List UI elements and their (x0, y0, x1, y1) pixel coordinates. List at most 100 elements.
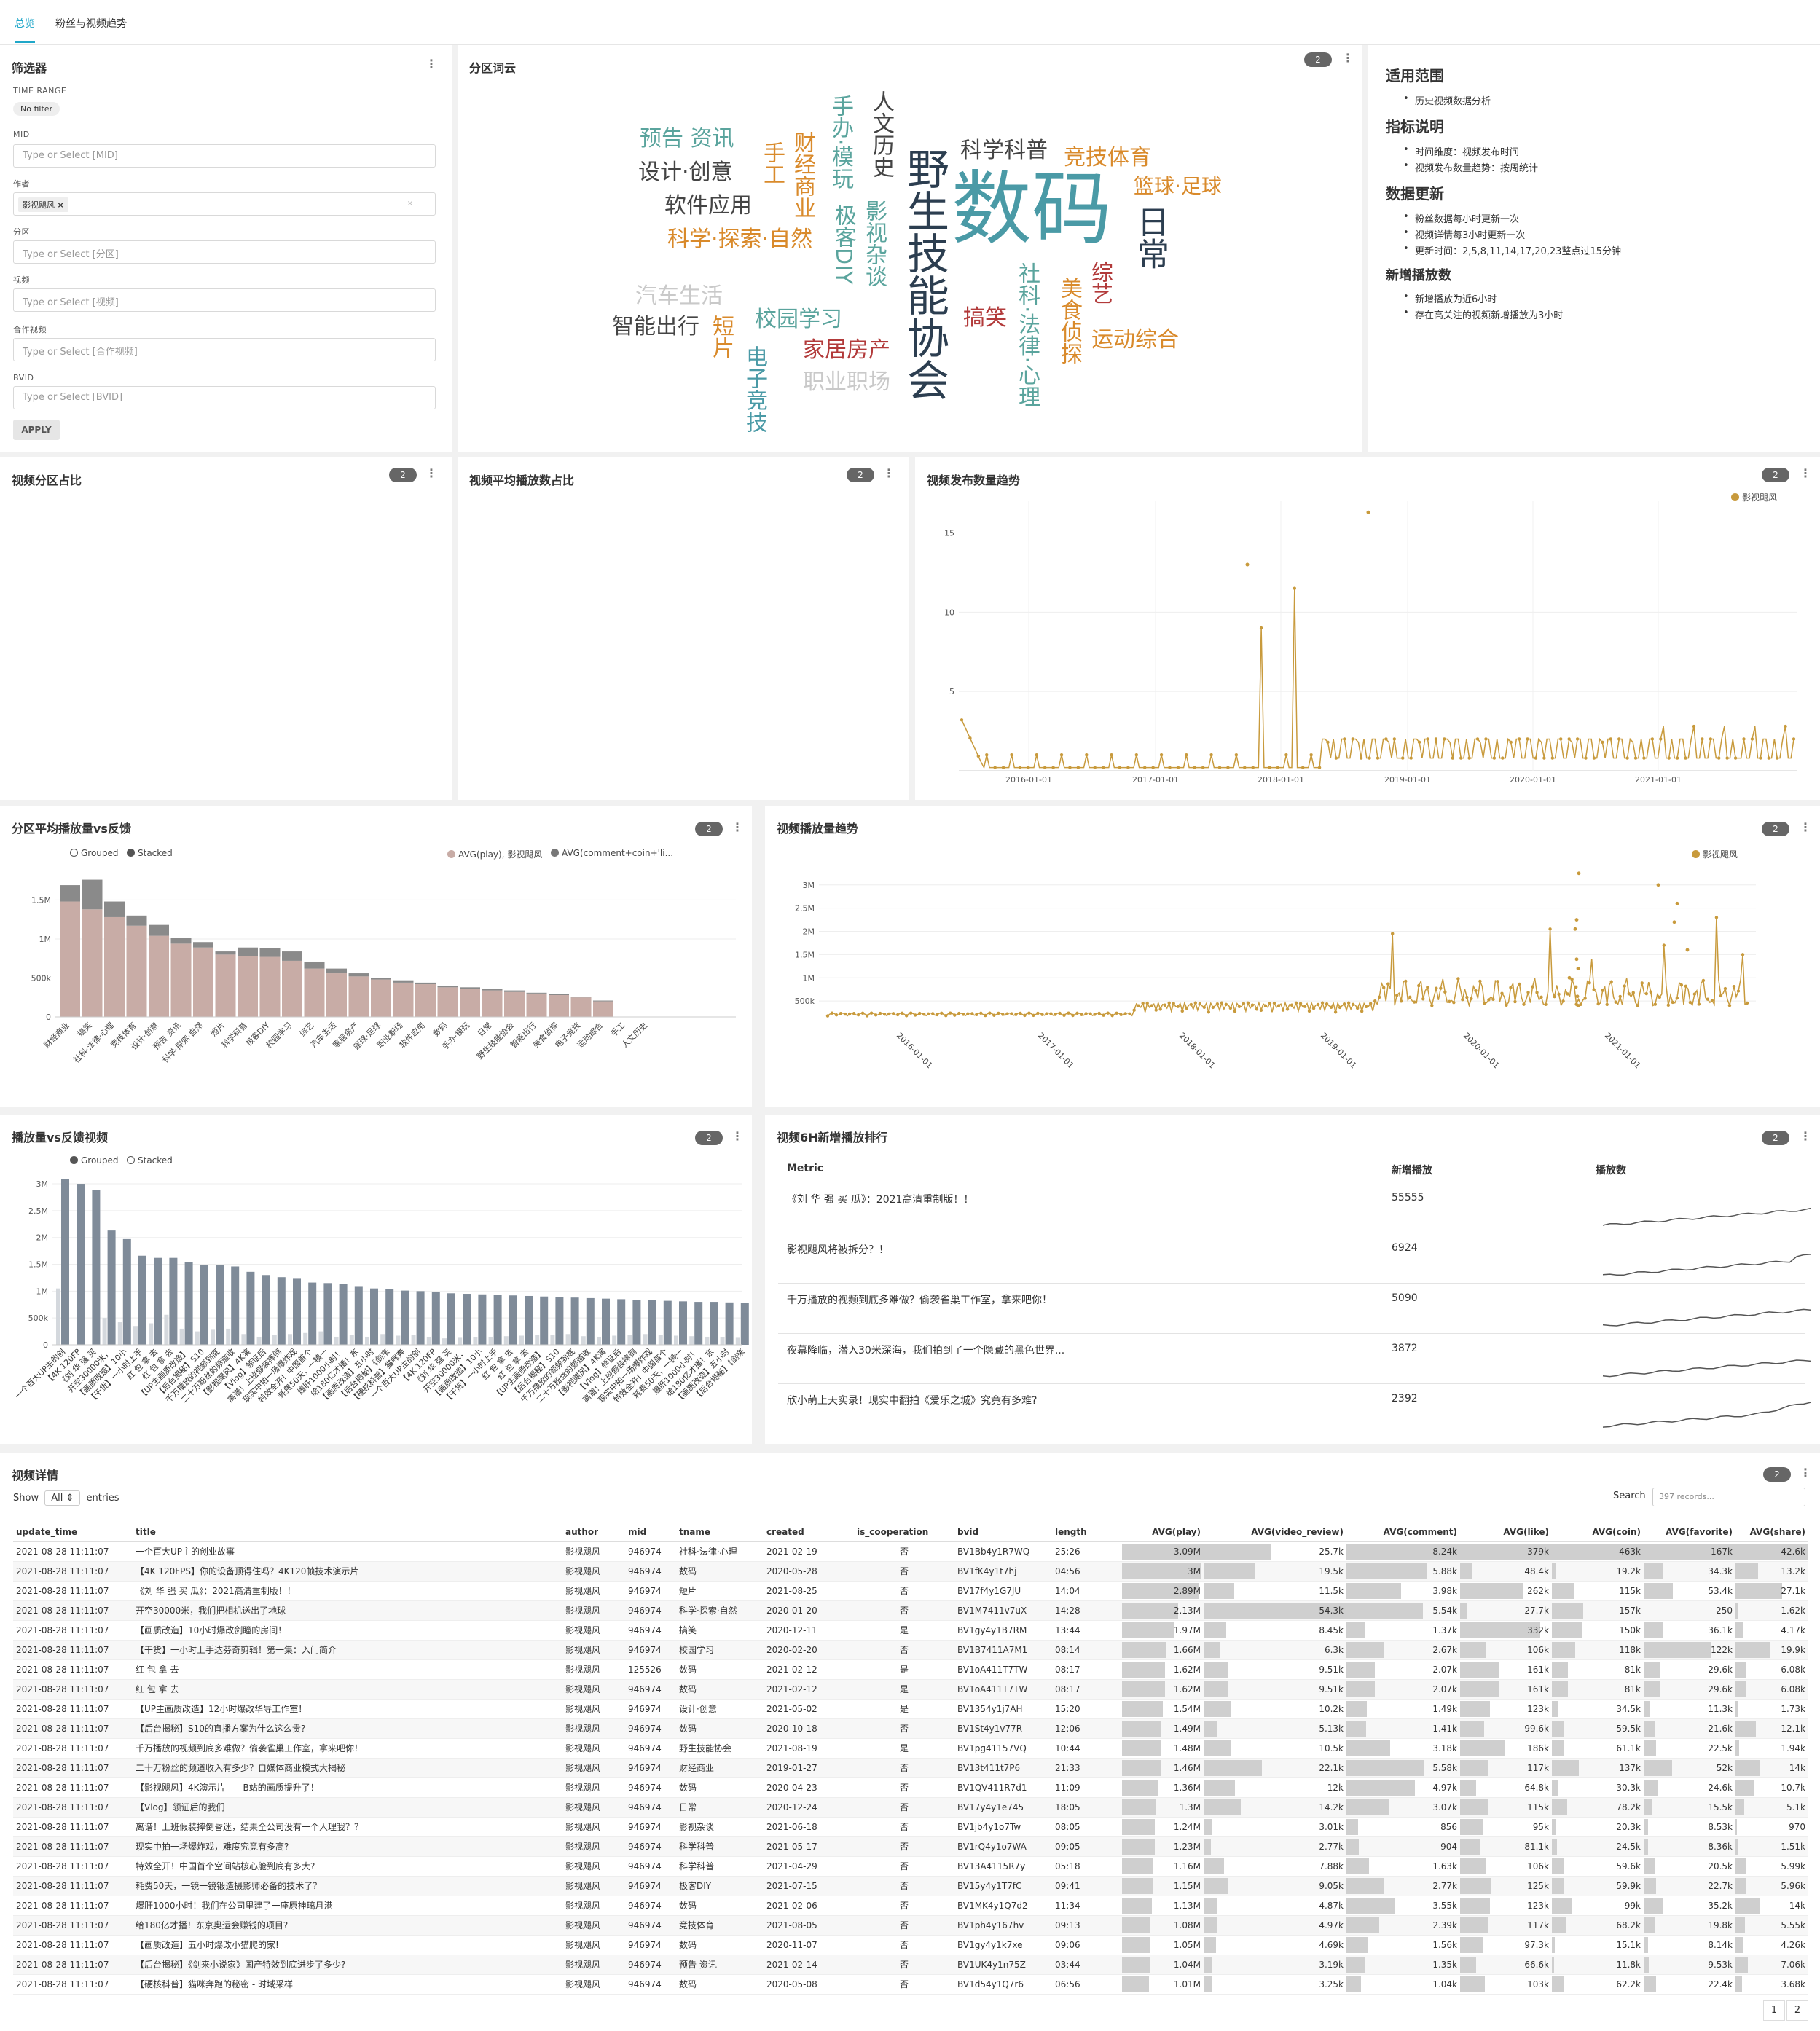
table-row[interactable]: 2021-08-28 11:11:07 爆肝1000小时！我们在公司里建了一座原神… (13, 1896, 1808, 1916)
table-row[interactable]: 2021-08-28 11:11:07 红 包 拿 去影视飓风 125526 数码 20… (13, 1659, 1808, 1680)
table-cell: 59.6k (1552, 1856, 1644, 1877)
column-header[interactable]: is_cooperation (854, 1523, 954, 1542)
column-header[interactable]: bvid (954, 1523, 1052, 1542)
tab-fans-trend[interactable]: 粉丝与视频趋势 (55, 18, 127, 30)
column-header[interactable]: AVG(favorite) (1644, 1523, 1735, 1542)
more-icon[interactable]: ⋮ (425, 57, 437, 71)
page-size-select[interactable]: All ⇕ (44, 1490, 81, 1506)
data-point (1688, 1000, 1692, 1005)
coop-input[interactable]: Type or Select [合作视频] (13, 338, 436, 361)
column-header[interactable]: AVG(video_review) (1204, 1523, 1346, 1542)
stacked-radio[interactable]: Stacked (127, 848, 173, 858)
more-icon[interactable]: ⋮ (425, 466, 437, 480)
table-row[interactable]: 2021-08-28 11:11:07 【画质改造】10小时爆改剑瞳的房间！ 影视飓… (13, 1620, 1808, 1641)
cell-value: 27.1k (1781, 1585, 1805, 1596)
author-select[interactable]: 影视飓风 × × (13, 192, 436, 216)
table-row[interactable]: 2021-08-28 11:11:07 【4K 120FPS】你的设备顶得住吗？4… (13, 1561, 1808, 1582)
column-header[interactable]: AVG(like) (1460, 1523, 1552, 1542)
table-row[interactable]: 2021-08-28 11:11:07 【影视飓风】4K演示片——B站的画质提升了… (13, 1777, 1808, 1798)
filter-badge[interactable]: 2 (389, 468, 417, 482)
more-icon[interactable]: ⋮ (1800, 1129, 1811, 1143)
column-header[interactable]: mid (625, 1523, 676, 1542)
tab-overview[interactable]: 总览 (15, 16, 35, 43)
table-row[interactable]: 2021-08-28 11:11:07 耗费50天，一镜一镜锻造摄影师必备的技术了… (13, 1876, 1808, 1896)
grouped-radio[interactable]: Grouped (70, 1155, 119, 1166)
column-header[interactable]: title (133, 1523, 562, 1542)
filter-badge[interactable]: 2 (1304, 52, 1332, 67)
column-header[interactable]: AVG(share) (1735, 1523, 1808, 1542)
more-icon[interactable]: ⋮ (1342, 51, 1354, 65)
video-input[interactable]: Type or Select [视频] (13, 288, 436, 312)
data-point (1675, 901, 1679, 905)
search-input[interactable]: 397 records... (1652, 1488, 1805, 1506)
chart-legend[interactable]: 影视飓风 (1731, 491, 1777, 503)
table-row[interactable]: 2021-08-28 11:11:07 现实中拍一场爆炸戏，难度究竟有多高? 影视飓… (13, 1836, 1808, 1857)
chart-legend[interactable]: 影视飓风 (1692, 848, 1738, 860)
bvid-input[interactable]: Type or Select [BVID] (13, 386, 436, 409)
column-header[interactable]: update_time (13, 1523, 133, 1542)
table-row[interactable]: 2021-08-28 11:11:07 二十万粉丝的频道收入有多少？自媒体商业模式… (13, 1758, 1808, 1778)
filter-badge[interactable]: 2 (1763, 1467, 1791, 1482)
close-icon[interactable]: × (57, 200, 64, 210)
table-row[interactable]: 2021-08-28 11:11:07 【后台揭秘】S10的直播方案为什么这么贵?… (13, 1718, 1808, 1739)
table-row[interactable]: 2021-08-28 11:11:07 千万播放的视频到底多难做？偷袭雀巢工作室，… (13, 1738, 1808, 1759)
filter-badge[interactable]: 2 (695, 822, 723, 836)
cell-value: 15.5k (1708, 1802, 1733, 1812)
filter-badge[interactable]: 2 (695, 1131, 723, 1145)
table-row[interactable]: 2021-08-28 11:11:07 【干货】一小时上手达芬奇剪辑！第一集：入门… (13, 1640, 1808, 1660)
filter-badge[interactable]: 2 (1762, 468, 1789, 482)
table-cell: 否 (854, 1896, 954, 1916)
rank-header-new-plays[interactable]: 新增播放 (1392, 1165, 1432, 1176)
grouped-radio[interactable]: Grouped (70, 848, 119, 858)
column-header[interactable]: created (764, 1523, 854, 1542)
more-icon[interactable]: ⋮ (731, 820, 743, 834)
page-2-button[interactable]: 2 (1786, 2000, 1808, 2021)
table-row[interactable]: 2021-08-28 11:11:07 红 包 拿 去影视飓风 946974 数码 20… (13, 1679, 1808, 1700)
column-header[interactable]: author (562, 1523, 625, 1542)
sparkline (1602, 1359, 1811, 1378)
more-icon[interactable]: ⋮ (1800, 1466, 1811, 1480)
table-row[interactable]: 2021-08-28 11:11:07 【画质改造】五小时爆改小猫爬的家! 影视飓风… (13, 1935, 1808, 1955)
filter-badge[interactable]: 2 (1762, 1131, 1789, 1145)
table-cell: 1.37k (1346, 1620, 1460, 1641)
y-tick-label: 1M (36, 1286, 49, 1296)
rank-header-plays[interactable]: 播放数 (1596, 1165, 1626, 1176)
table-row[interactable]: 2021-08-28 11:11:07 一个百大UP主的创业故事 影视飓风 94697… (13, 1541, 1808, 1562)
column-header[interactable]: tname (676, 1523, 764, 1542)
more-icon[interactable]: ⋮ (883, 466, 895, 480)
more-icon[interactable]: ⋮ (1800, 820, 1811, 834)
column-header[interactable]: AVG(comment) (1346, 1523, 1460, 1542)
more-icon[interactable]: ⋮ (1800, 466, 1811, 480)
more-icon[interactable]: ⋮ (731, 1129, 743, 1143)
table-row[interactable]: 2021-08-28 11:11:07 【后台揭秘】《剑来小说家》国产特效到底进步… (13, 1955, 1808, 1975)
mid-input[interactable]: Type or Select [MID] (13, 144, 436, 168)
data-point (1040, 1013, 1044, 1016)
table-cell: 否 (854, 1581, 954, 1601)
cell-value: 1.24M (1173, 1821, 1201, 1832)
stacked-label: Stacked (138, 848, 173, 858)
table-row[interactable]: 2021-08-28 11:11:07 开空30000米，我们把相机送出了地球 影视… (13, 1600, 1808, 1621)
table-row[interactable]: 2021-08-28 11:11:07 【UP主画质改造】12小时爆改华导工作室！… (13, 1699, 1808, 1719)
rank-header-metric[interactable]: Metric (787, 1163, 824, 1174)
table-row[interactable]: 2021-08-28 11:11:07 【硬核科普】猫咪奔跑的秘密 - 时域采样影… (13, 1974, 1808, 1995)
table-row[interactable]: 2021-08-28 11:11:07 给180亿才播！东京奥运会赚钱的项目? 影视… (13, 1915, 1808, 1936)
data-point (1733, 756, 1738, 760)
table-cell: BV1354y1j7AH (954, 1699, 1052, 1719)
filter-badge[interactable]: 2 (847, 468, 874, 482)
table-row[interactable]: 2021-08-28 11:11:07 特效全开！中国首个空间站核心舱到底有多大?… (13, 1856, 1808, 1877)
tname-input[interactable]: Type or Select [分区] (13, 240, 436, 264)
table-row[interactable]: 2021-08-28 11:11:07 【Vlog】领证后的我们 影视飓风 94697… (13, 1797, 1808, 1818)
column-header[interactable]: length (1052, 1523, 1122, 1542)
legend-avg-comment[interactable]: AVG(comment+coin+'li... (551, 848, 673, 858)
clear-icon[interactable]: × (407, 200, 413, 208)
legend-avg-play[interactable]: AVG(play), 影视飓风 (447, 848, 542, 860)
time-range-value[interactable]: No filter (13, 102, 60, 116)
column-header[interactable]: AVG(play) (1122, 1523, 1204, 1542)
stacked-radio[interactable]: Stacked (127, 1155, 173, 1166)
page-1-button[interactable]: 1 (1763, 2000, 1785, 2021)
table-row[interactable]: 2021-08-28 11:11:07 《刘 华 强 买 瓜》：2021高清重制版… (13, 1581, 1808, 1601)
filter-badge[interactable]: 2 (1762, 822, 1789, 836)
apply-button[interactable]: APPLY (13, 420, 60, 440)
table-row[interactable]: 2021-08-28 11:11:07 离谱！上班假装摔倒昏迷，结果全公司没有一个… (13, 1817, 1808, 1837)
column-header[interactable]: AVG(coin) (1552, 1523, 1644, 1542)
